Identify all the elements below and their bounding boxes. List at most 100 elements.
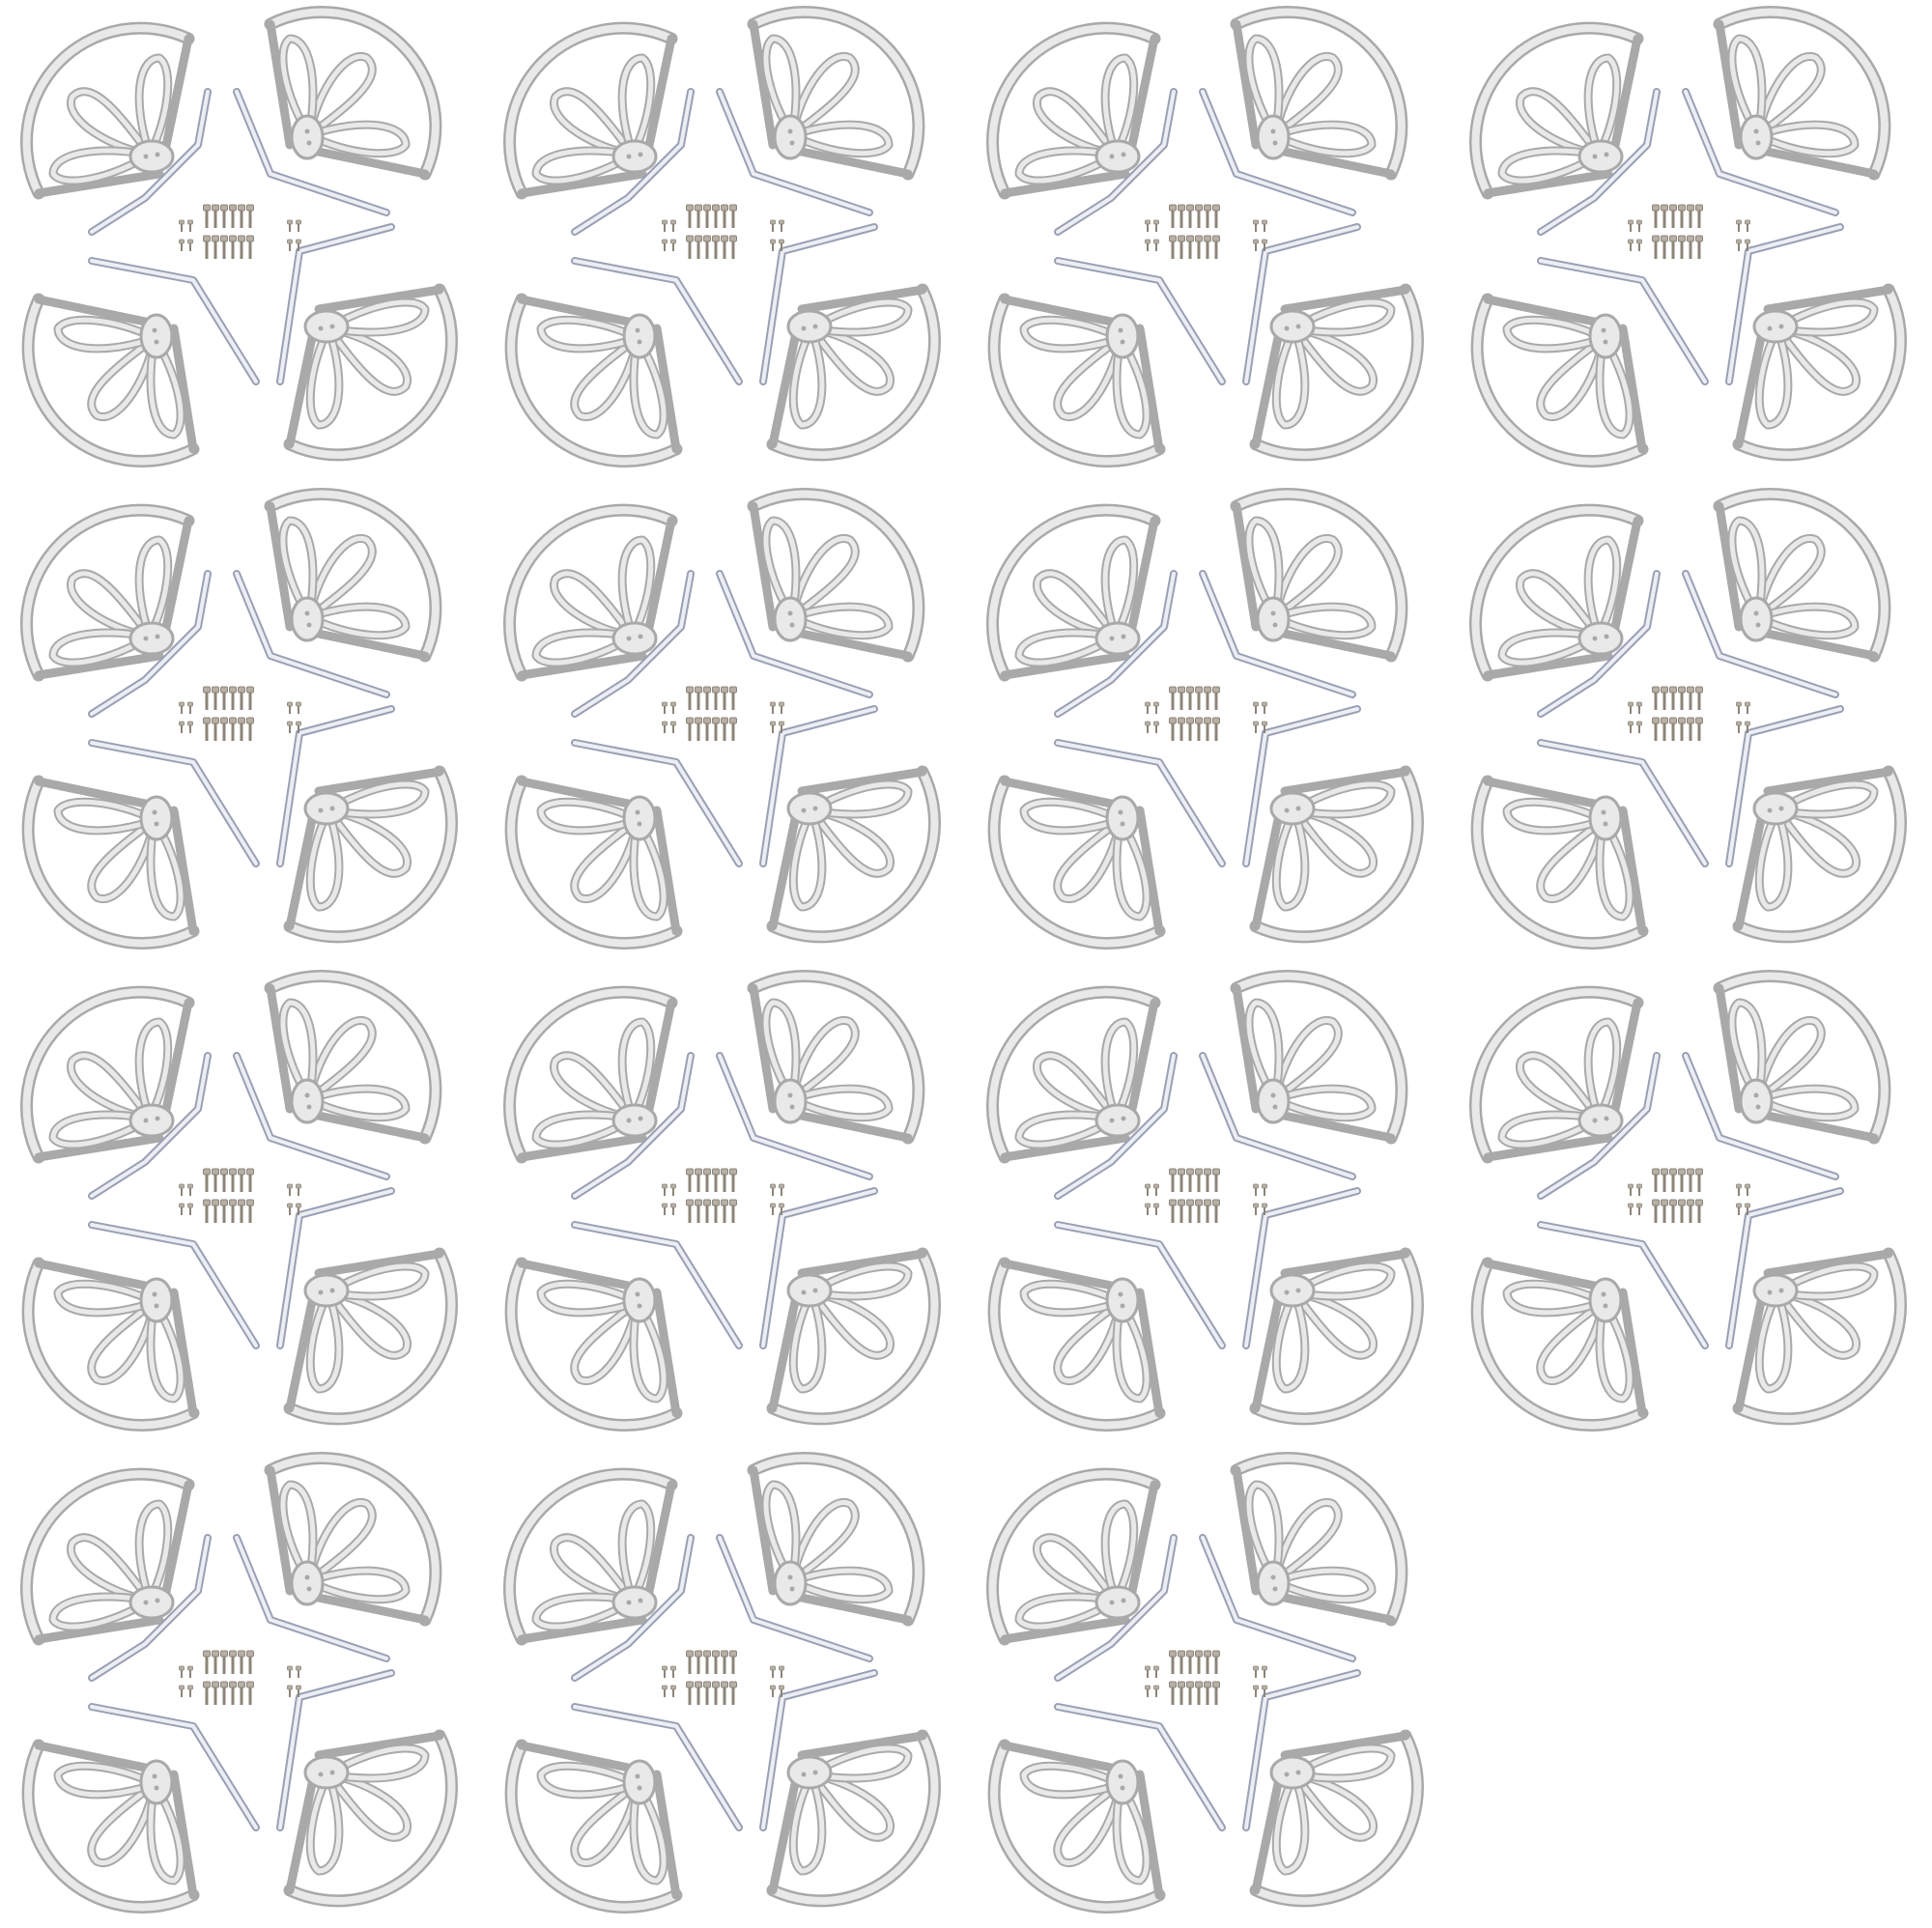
screw-set bbox=[662, 1650, 784, 1705]
landing-leg bbox=[88, 1534, 212, 1682]
screw-set bbox=[1628, 204, 1750, 259]
propeller-guard bbox=[502, 985, 678, 1164]
landing-leg bbox=[1537, 1221, 1709, 1349]
propeller-guard bbox=[985, 985, 1161, 1164]
propeller-guard bbox=[1732, 283, 1908, 462]
landing-leg bbox=[1682, 570, 1839, 698]
kit-photo bbox=[985, 1451, 1425, 1914]
screw-set bbox=[179, 1168, 301, 1223]
propeller-guard bbox=[1468, 503, 1644, 682]
landing-leg bbox=[571, 1703, 743, 1831]
landing-leg bbox=[233, 570, 390, 698]
propeller-guard bbox=[21, 1257, 200, 1432]
screw-set bbox=[662, 204, 784, 259]
propeller-guard bbox=[1230, 487, 1408, 663]
propeller-guard bbox=[504, 293, 683, 468]
propeller-guard bbox=[19, 503, 195, 682]
propeller-guard bbox=[1732, 765, 1908, 944]
landing-leg bbox=[88, 570, 212, 718]
landing-leg bbox=[88, 1703, 260, 1831]
propeller-guard bbox=[1249, 283, 1425, 462]
propeller-guard-kit bbox=[966, 1446, 1449, 1928]
propeller-guard-kit bbox=[1449, 0, 1932, 482]
landing-leg bbox=[1199, 1534, 1356, 1662]
landing-leg bbox=[571, 1534, 695, 1682]
kit-photo bbox=[502, 969, 942, 1432]
propeller-guard-kit bbox=[483, 0, 966, 482]
landing-leg bbox=[88, 88, 212, 236]
propeller-guard bbox=[283, 1729, 459, 1908]
propeller-guard bbox=[1249, 1247, 1425, 1426]
propeller-guard bbox=[766, 1729, 942, 1908]
screw-set bbox=[1628, 686, 1750, 741]
propeller-guard bbox=[264, 969, 442, 1145]
propeller-guard-kit bbox=[483, 964, 966, 1446]
landing-leg bbox=[571, 88, 695, 236]
propeller-guard bbox=[985, 21, 1161, 200]
screw-set bbox=[179, 686, 301, 741]
landing-leg bbox=[1199, 88, 1356, 216]
landing-leg bbox=[571, 1052, 695, 1200]
landing-leg bbox=[716, 570, 873, 698]
landing-leg bbox=[1054, 1703, 1226, 1831]
kit-photo bbox=[985, 969, 1425, 1432]
propeller-guard bbox=[21, 293, 200, 468]
screw-set bbox=[179, 204, 301, 259]
landing-leg bbox=[1537, 570, 1661, 718]
propeller-guard-kit bbox=[0, 964, 483, 1446]
propeller-guard bbox=[504, 1739, 683, 1914]
landing-leg bbox=[1054, 1534, 1178, 1682]
landing-leg bbox=[1054, 88, 1178, 236]
screw-set bbox=[1145, 1650, 1267, 1705]
propeller-guard-kit bbox=[483, 482, 966, 964]
landing-leg bbox=[1054, 1052, 1178, 1200]
propeller-guard bbox=[1249, 1729, 1425, 1908]
landing-leg bbox=[1199, 1052, 1356, 1180]
propeller-guard bbox=[985, 1467, 1161, 1646]
kit-photo bbox=[502, 487, 942, 950]
landing-leg bbox=[88, 1221, 260, 1349]
landing-leg bbox=[1682, 1052, 1839, 1180]
propeller-guard bbox=[1470, 775, 1649, 950]
propeller-guard bbox=[21, 1739, 200, 1914]
propeller-guard bbox=[1713, 487, 1891, 663]
propeller-guard bbox=[1230, 5, 1408, 181]
screw-set bbox=[662, 686, 784, 741]
landing-leg bbox=[233, 88, 390, 216]
propeller-guard-kit bbox=[1449, 482, 1932, 964]
propeller-guard bbox=[502, 1467, 678, 1646]
propeller-guard bbox=[283, 765, 459, 944]
propeller-guard bbox=[504, 775, 683, 950]
landing-leg bbox=[1537, 739, 1709, 867]
kit-photo bbox=[19, 487, 459, 950]
kit-photo bbox=[1468, 969, 1908, 1432]
propeller-guard-kit bbox=[966, 964, 1449, 1446]
propeller-guard bbox=[766, 765, 942, 944]
landing-leg bbox=[571, 1221, 743, 1349]
screw-set bbox=[1145, 1168, 1267, 1223]
propeller-guard bbox=[283, 283, 459, 462]
landing-leg bbox=[716, 1052, 873, 1180]
propeller-guard bbox=[987, 293, 1166, 468]
propeller-guard bbox=[504, 1257, 683, 1432]
propeller-guard bbox=[19, 21, 195, 200]
kit-photo bbox=[1468, 487, 1908, 950]
propeller-guard bbox=[1713, 5, 1891, 181]
kit-photo bbox=[985, 5, 1425, 468]
landing-leg bbox=[88, 739, 260, 867]
screw-set bbox=[662, 1168, 784, 1223]
propeller-guard bbox=[1470, 1257, 1649, 1432]
kit-photo bbox=[502, 1451, 942, 1914]
propeller-guard bbox=[283, 1247, 459, 1426]
propeller-guard bbox=[1732, 1247, 1908, 1426]
landing-leg bbox=[1537, 257, 1709, 385]
propeller-guard bbox=[1470, 293, 1649, 468]
landing-leg bbox=[1537, 88, 1661, 236]
landing-leg bbox=[233, 1534, 390, 1662]
propeller-guard bbox=[987, 1739, 1166, 1914]
landing-leg bbox=[88, 257, 260, 385]
landing-leg bbox=[1054, 1221, 1226, 1349]
landing-leg bbox=[571, 570, 695, 718]
kit-photo bbox=[19, 1451, 459, 1914]
